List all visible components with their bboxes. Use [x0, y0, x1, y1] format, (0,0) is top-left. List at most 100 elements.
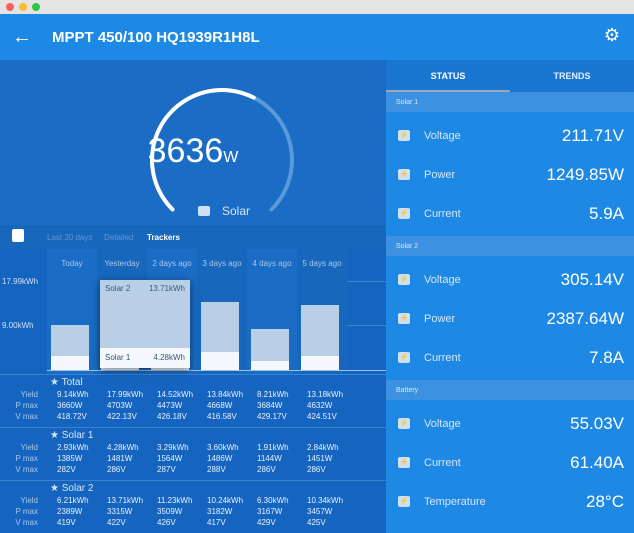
row-label: Power [424, 169, 456, 181]
y-tick: 9.00kWh [2, 321, 34, 330]
trackers-table: ★ Total Yield 9.14kWh 17.99kWh 14.52kWh 13.84… [0, 374, 386, 533]
bar-solar-2[interactable] [51, 324, 89, 356]
gauge-fill [150, 88, 256, 212]
current-icon: ⚡ [398, 457, 410, 468]
close-window-button[interactable] [6, 3, 14, 11]
row-label: Current [424, 457, 461, 469]
maximize-window-button[interactable] [32, 3, 40, 11]
tab-status[interactable]: STATUS [430, 71, 466, 81]
left-panel: 3636W Solar Last 30 days Detailed Tracke… [0, 60, 386, 533]
table-group: ★ Total Yield 9.14kWh 17.99kWh 14.52kWh 13.84… [0, 374, 386, 427]
row-label: P max [15, 454, 38, 463]
table-cell: 3182W [207, 507, 233, 516]
table-cell: 418.72V [57, 412, 87, 421]
save-icon[interactable] [12, 229, 24, 242]
bar-solar-1[interactable] [201, 352, 239, 370]
table-cell: 3167W [257, 507, 283, 516]
table-cell: 9.14kWh [57, 390, 89, 399]
back-arrow-icon[interactable]: ← [12, 26, 32, 48]
chart-toolbar: Last 30 days Detailed Trackers [0, 225, 386, 249]
current-icon: ⚡ [398, 352, 410, 363]
minimize-window-button[interactable] [19, 3, 27, 11]
status-row: ⚡ Current 61.40A [386, 445, 634, 483]
table-cell: 1.91kWh [257, 443, 289, 452]
table-cell: 4668W [207, 401, 233, 410]
bar-solar-2[interactable] [201, 301, 239, 353]
gear-icon[interactable]: ⚙ [603, 25, 620, 45]
voltage-icon: ⚡ [398, 130, 410, 141]
tab-trends[interactable]: TRENDS [553, 71, 591, 81]
row-label: Voltage [424, 274, 461, 286]
status-row: ⚡ Current 7.8A [386, 340, 634, 378]
table-cell: 3.29kWh [157, 443, 189, 452]
row-label: Yield [20, 390, 39, 399]
table-cell: 1481W [107, 454, 133, 463]
row-label: V max [15, 465, 38, 474]
group-title: ★ Total [50, 377, 83, 388]
table-cell: 426.18V [157, 412, 187, 421]
table-cell: 6.30kWh [257, 496, 289, 505]
group-title: ★ Solar 1 [50, 430, 94, 441]
row-label: V max [15, 518, 38, 527]
bar-solar-1[interactable] [301, 355, 339, 370]
table-cell: 17.99kWh [107, 390, 144, 399]
power-icon: ⚡ [398, 313, 410, 324]
tab-detailed[interactable]: Detailed [104, 233, 134, 242]
table-cell: 13.71kWh [107, 496, 144, 505]
table-cell: 424.51V [307, 412, 337, 421]
section-header: Battery [386, 380, 634, 400]
current-icon: ⚡ [398, 208, 410, 219]
bar-solar-1[interactable] [251, 360, 289, 370]
x-tick-label: 3 days ago [202, 259, 242, 268]
bar-solar-2[interactable] [251, 329, 289, 361]
table-cell: 425V [307, 518, 326, 527]
table-cell: 416.58V [207, 412, 237, 421]
table-group: ★ Solar 1 Yield 2.93kWh 4.28kWh 3.29kWh 3.60k… [0, 427, 386, 480]
x-tick-label: Yesterday [104, 259, 140, 268]
status-row: ⚡ Current 5.9A [386, 196, 634, 234]
row-label: Voltage [424, 418, 461, 430]
status-tabs: STATUS TRENDS [386, 60, 634, 92]
bar-solar-1[interactable] [51, 355, 89, 370]
bar-solar-2[interactable] [301, 304, 339, 356]
gauge-arc [150, 88, 294, 212]
tab-trackers[interactable]: Trackers [147, 233, 180, 242]
table-cell: 4703W [107, 401, 133, 410]
section-header: Solar 2 [386, 236, 634, 256]
row-value: 61.40A [570, 453, 624, 472]
chart-tooltip: Solar 2 13.71kWh Solar 1 4.28kWh [100, 280, 190, 368]
tab-last-30-days[interactable]: Last 30 days [47, 233, 93, 242]
row-label: Current [424, 352, 461, 364]
table-cell: 2389W [57, 507, 83, 516]
table-cell: 3684W [257, 401, 283, 410]
status-row: ⚡ Temperature 28°C [386, 484, 634, 522]
status-row: ⚡ Voltage 55.03V [386, 406, 634, 444]
table-cell: 422V [107, 518, 126, 527]
row-value: 2387.64W [546, 309, 625, 328]
x-tick-label: 2 days ago [152, 259, 192, 268]
table-cell: 417V [207, 518, 226, 527]
row-value: 211.71V [561, 126, 624, 145]
table-cell: 287V [157, 465, 176, 474]
row-label: P max [15, 507, 38, 516]
table-group: ★ Solar 2 Yield 6.21kWh 13.71kWh 11.23kWh 10.… [0, 480, 386, 533]
power-icon: ⚡ [398, 169, 410, 180]
table-cell: 3457W [307, 507, 333, 516]
window-titlebar [0, 0, 634, 14]
status-row: ⚡ Voltage 305.14V [386, 262, 634, 300]
table-cell: 13.84kWh [207, 390, 244, 399]
row-label: Power [424, 313, 456, 325]
table-cell: 1144W [257, 454, 282, 463]
table-cell: 282V [57, 465, 76, 474]
table-cell: 286V [257, 465, 276, 474]
row-value: 305.14V [560, 270, 624, 289]
table-cell: 4632W [307, 401, 333, 410]
x-tick-label: 4 days ago [252, 259, 292, 268]
gauge-value: 3636W [147, 132, 239, 170]
table-cell: 288V [207, 465, 226, 474]
power-gauge: 3636W Solar [0, 60, 386, 225]
table-cell: 6.21kWh [57, 496, 89, 505]
table-cell: 11.23kWh [157, 496, 193, 505]
group-title: ★ Solar 2 [50, 483, 94, 494]
voltage-icon: ⚡ [398, 418, 410, 429]
